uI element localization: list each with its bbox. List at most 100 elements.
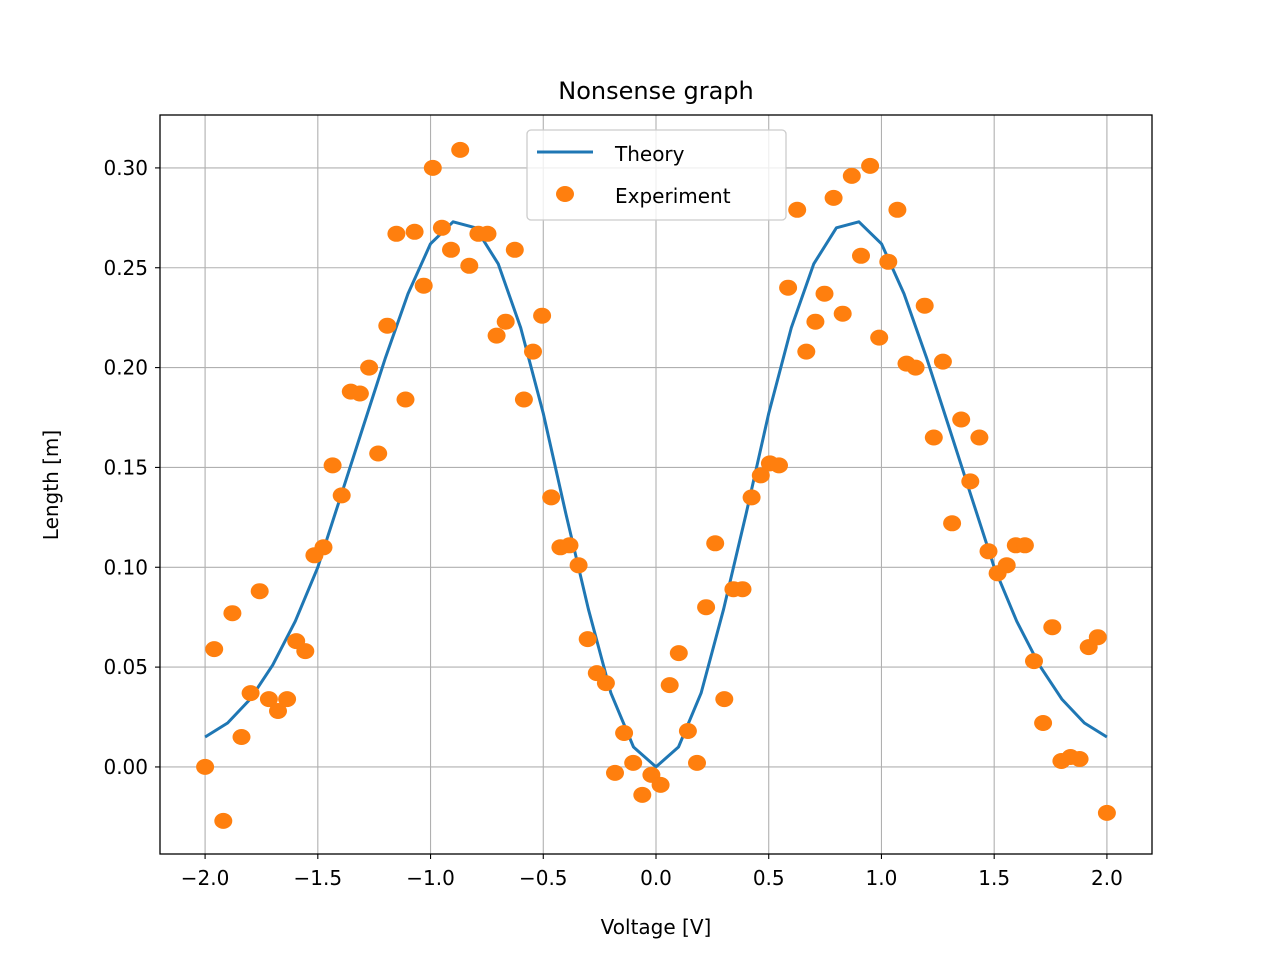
x-tick-label: −1.0 <box>406 866 455 890</box>
x-tick-label: 0.5 <box>753 866 785 890</box>
experiment-point <box>952 411 971 428</box>
experiment-point <box>596 675 615 692</box>
experiment-point <box>278 691 297 708</box>
plot-area <box>196 141 1116 829</box>
y-tick-label: 0.05 <box>103 655 148 679</box>
experiment-point <box>214 812 233 829</box>
experiment-point <box>223 605 242 622</box>
experiment-point <box>241 685 260 702</box>
experiment-point <box>533 307 552 324</box>
experiment-point <box>451 141 470 158</box>
experiment-point <box>715 691 734 708</box>
experiment-point <box>378 317 397 334</box>
experiment-point <box>624 754 643 771</box>
experiment-point <box>205 641 224 658</box>
experiment-point <box>1034 715 1053 731</box>
experiment-point <box>842 167 861 184</box>
experiment-point <box>269 703 287 719</box>
experiment-point <box>396 391 415 408</box>
experiment-point <box>733 581 752 598</box>
experiment-point <box>651 776 670 793</box>
experiment-point <box>961 473 980 490</box>
experiment-point <box>1015 537 1034 554</box>
experiment-point <box>688 754 706 771</box>
experiment-point <box>514 391 533 408</box>
chart-title: Nonsense graph <box>558 77 753 105</box>
experiment-point <box>815 285 834 302</box>
y-tick-label: 0.30 <box>103 156 148 180</box>
experiment-point <box>314 539 333 556</box>
experiment-point <box>432 219 451 236</box>
experiment-point <box>414 277 433 294</box>
experiment-point <box>505 241 524 258</box>
experiment-point <box>1043 619 1062 636</box>
experiment-point <box>1025 653 1043 670</box>
experiment-point <box>460 257 479 274</box>
y-tick-label: 0.25 <box>103 256 148 280</box>
experiment-point <box>442 241 460 258</box>
experiment-point <box>496 313 515 330</box>
experiment-point <box>423 159 442 176</box>
experiment-point <box>405 223 424 240</box>
experiment-point <box>542 489 561 506</box>
experiment-point <box>369 445 388 462</box>
experiment-point <box>360 359 379 376</box>
x-tick-label: −0.5 <box>519 866 568 890</box>
experiment-point <box>1070 751 1089 767</box>
experiment-point <box>806 313 825 330</box>
experiment-point <box>879 253 898 270</box>
experiment-point <box>997 557 1016 574</box>
y-tick-label: 0.00 <box>103 755 148 779</box>
experiment-point <box>332 487 351 504</box>
legend-marker-icon <box>556 186 574 202</box>
experiment-point <box>478 225 497 242</box>
legend: Theory Experiment <box>526 129 787 221</box>
x-tick-label: 2.0 <box>1091 866 1123 890</box>
y-tick-label: 0.15 <box>103 455 148 479</box>
experiment-point <box>788 201 807 218</box>
y-axis-label: Length [m] <box>39 430 63 540</box>
x-tick-label: −2.0 <box>181 866 230 890</box>
experiment-point <box>833 305 852 322</box>
experiment-point <box>933 353 952 370</box>
experiment-point <box>350 385 369 402</box>
experiment-point <box>678 723 697 739</box>
experiment-point <box>296 643 315 660</box>
x-tick-label: −1.5 <box>294 866 343 890</box>
experiment-point <box>669 645 688 662</box>
experiment-point <box>943 515 962 532</box>
x-axis-label: Voltage [V] <box>601 915 712 939</box>
experiment-point <box>232 729 251 745</box>
grid <box>160 115 1152 854</box>
experiment-point <box>697 599 716 616</box>
x-tick-label: 1.5 <box>978 866 1010 890</box>
experiment-point <box>323 457 342 474</box>
legend-label-experiment: Experiment <box>615 184 731 208</box>
experiment-point <box>250 583 269 600</box>
y-tick-label: 0.10 <box>103 555 148 579</box>
experiment-point <box>888 201 907 218</box>
experiment-point <box>560 537 579 554</box>
experiment-point <box>906 359 925 376</box>
experiment-point <box>569 557 588 574</box>
experiment-point <box>870 329 889 346</box>
experiment-point <box>387 225 406 242</box>
experiment-point <box>979 543 998 560</box>
experiment-point <box>706 535 725 552</box>
experiment-point <box>487 327 506 344</box>
experiment-point <box>578 631 597 648</box>
experiment-point <box>924 429 943 446</box>
experiment-point <box>1088 629 1107 646</box>
legend-label-theory: Theory <box>614 142 685 166</box>
experiment-point <box>1097 804 1116 821</box>
theory-line <box>204 220 1108 769</box>
experiment-point <box>633 786 652 803</box>
y-tick-label: 0.20 <box>103 356 148 380</box>
ticks: −2.0 −1.5 −1.0 −0.5 0.0 0.5 1.0 1.5 2.0 0.00 0.05 0… <box>103 156 1122 890</box>
experiment-point <box>915 297 934 314</box>
experiment-point <box>779 279 798 296</box>
experiment-point <box>770 457 788 474</box>
experiment-point <box>259 691 278 708</box>
experiment-point <box>606 764 624 781</box>
